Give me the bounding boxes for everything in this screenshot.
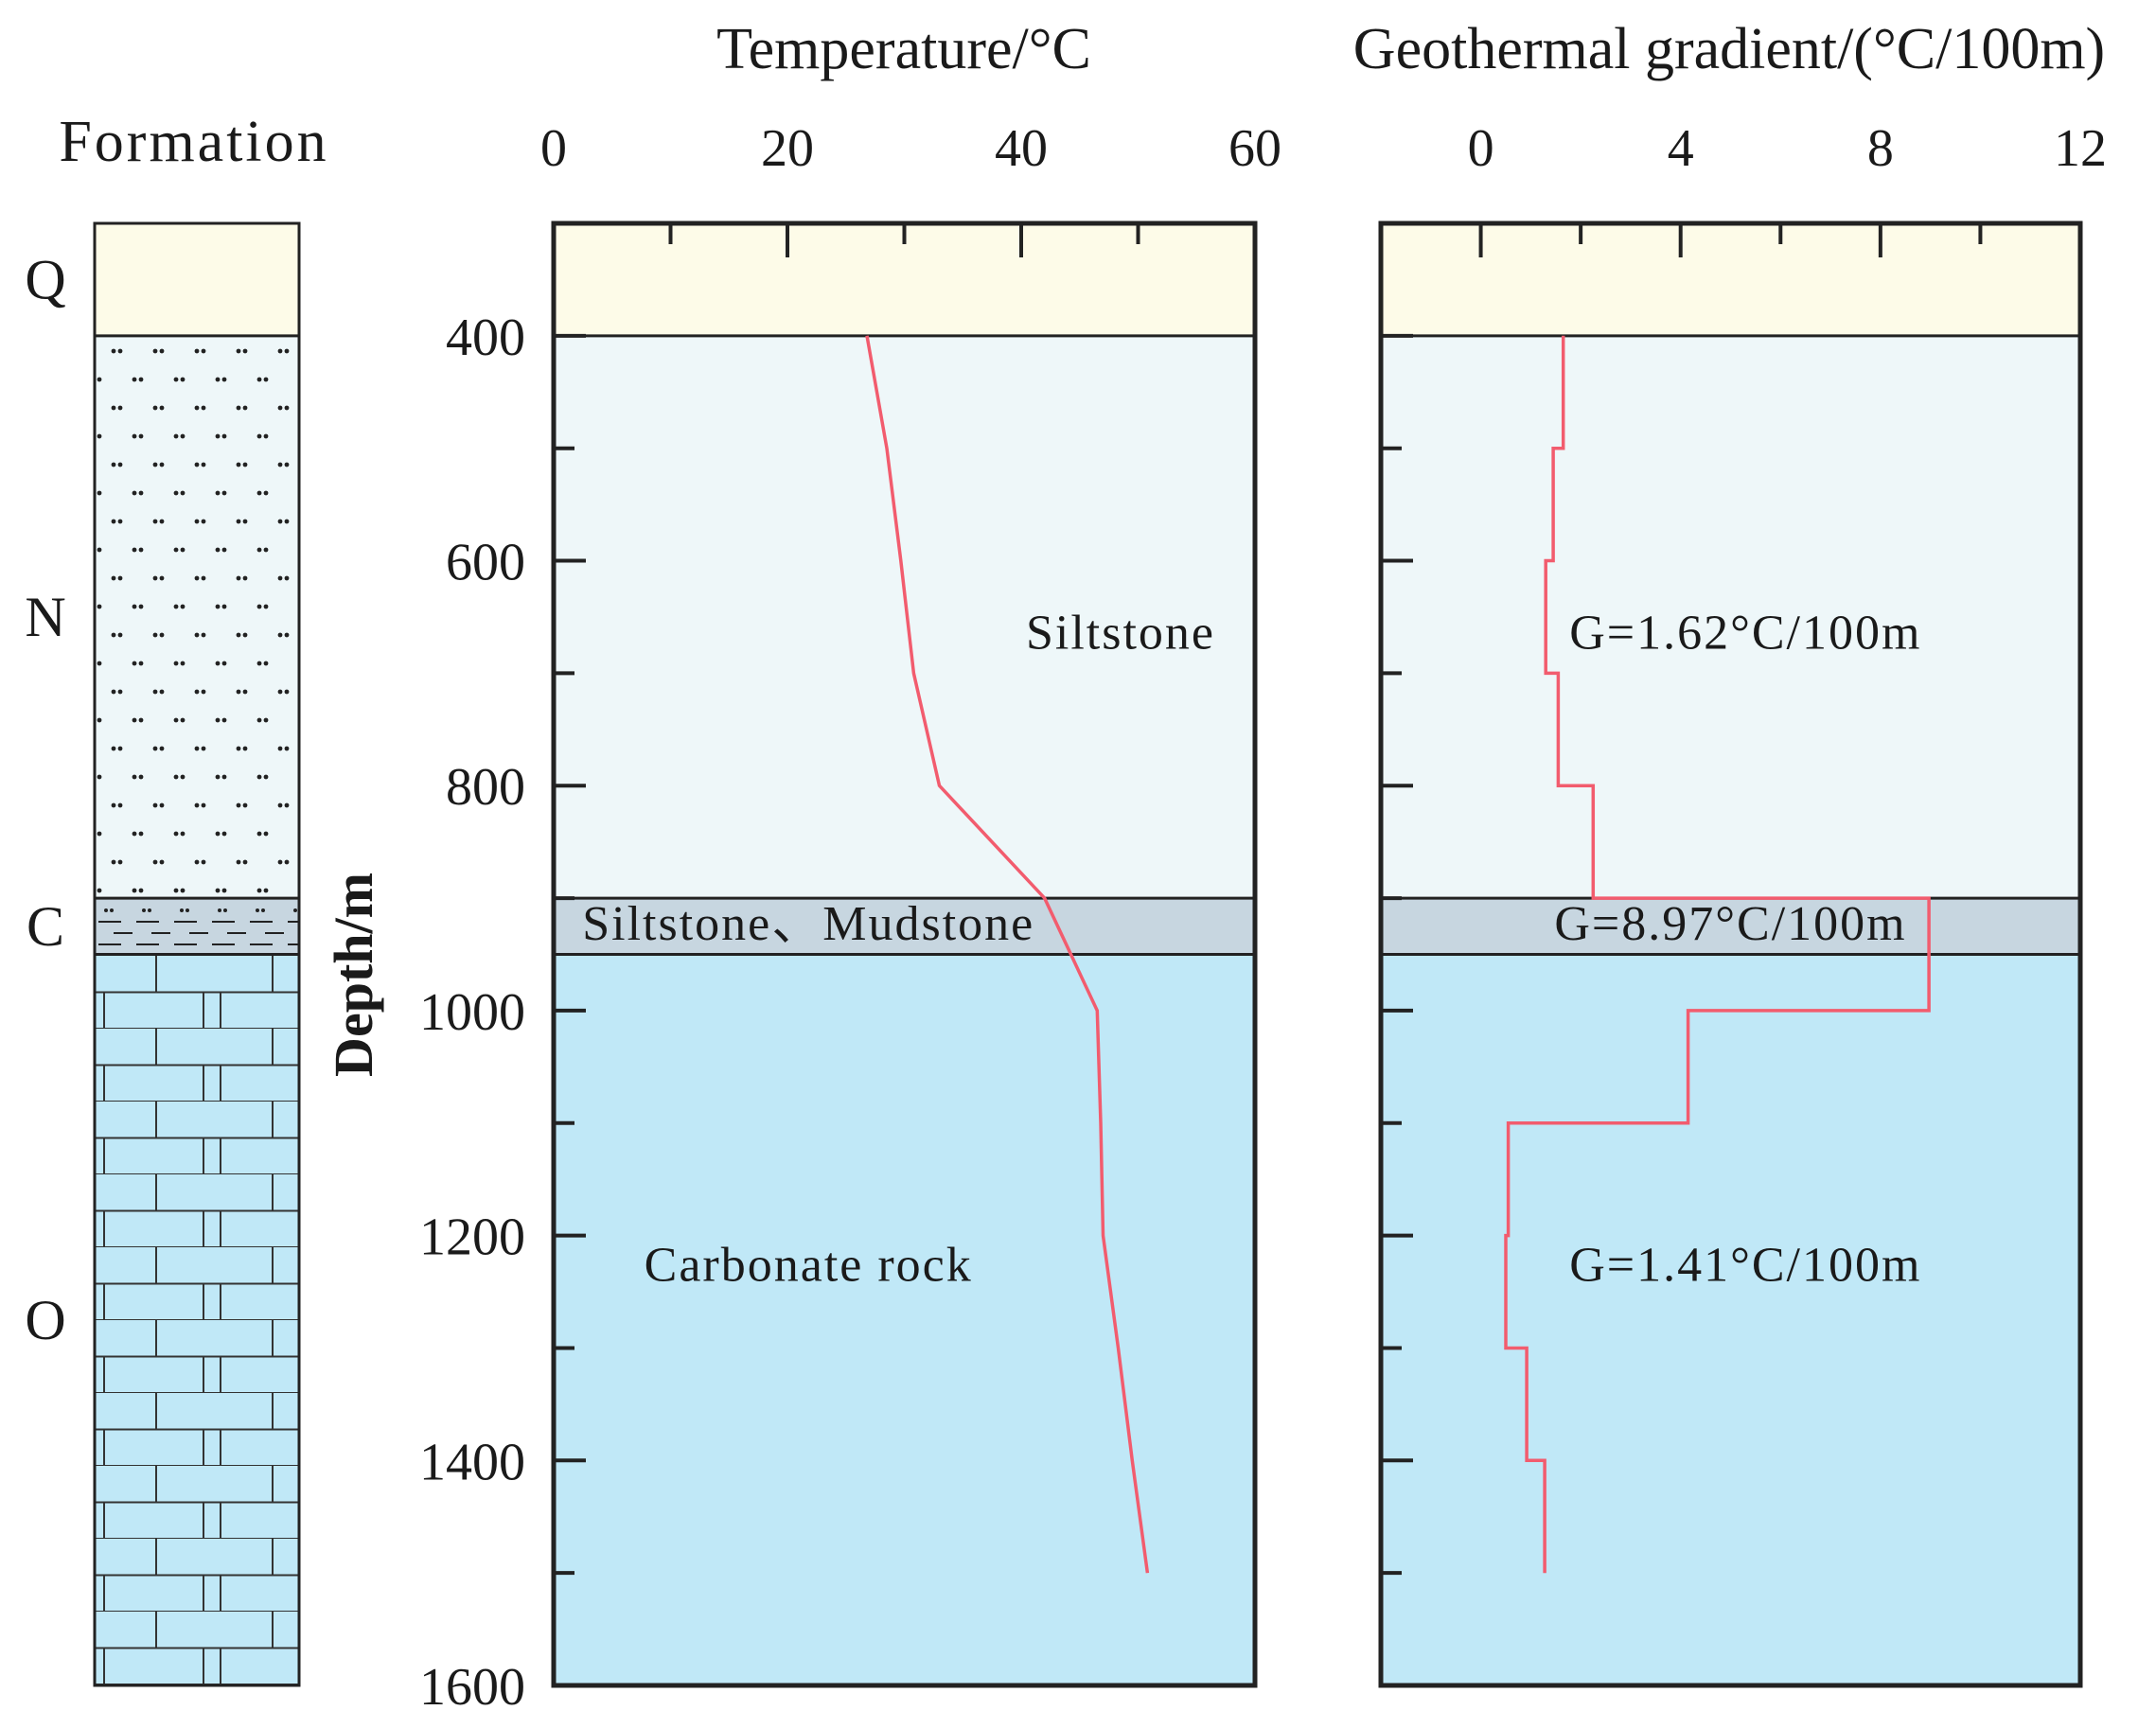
panel-band-o <box>554 954 1255 1685</box>
panel-band-q <box>1381 223 2080 336</box>
panel-band-c <box>554 898 1255 955</box>
y-tick-label: 1400 <box>419 1433 525 1491</box>
temperature-axis-title: Temperature/°C <box>716 17 1091 81</box>
panel-band-n <box>1381 335 2080 899</box>
gradient-panel: Geothermal gradient/(°C/100m) 0 4 8 12 G=1.6… <box>1353 17 2107 1688</box>
gradient-line <box>1504 335 1931 1574</box>
depth-axis-title: Depth/m <box>323 873 384 1077</box>
panel-frame <box>1378 220 2083 1688</box>
panel-band-n <box>554 335 1255 899</box>
y-tick-label: 800 <box>446 758 525 817</box>
x-tick-label: 12 <box>2054 119 2107 178</box>
x-tick-label: 8 <box>1867 119 1894 178</box>
annotation-label: Siltstone <box>1026 606 1215 660</box>
formation-column: Formation Q N C O <box>25 110 328 1687</box>
x-tick-label: 60 <box>1228 119 1281 178</box>
formation-pattern-n <box>95 335 299 899</box>
formation-label-c: C <box>27 895 64 958</box>
panel-band-o <box>1381 954 2080 1685</box>
formation-label-o: O <box>25 1289 65 1351</box>
y-tick-label: 400 <box>446 309 525 367</box>
panel-band-c <box>1381 898 2080 955</box>
column-frame <box>93 221 301 1687</box>
formation-label-n: N <box>25 586 65 648</box>
x-tick-label: 0 <box>540 119 567 178</box>
x-tick-label: 0 <box>1468 119 1494 178</box>
column-title: Formation <box>59 110 328 174</box>
temperature-line <box>865 335 1150 1574</box>
y-tick-label: 1000 <box>419 983 525 1042</box>
panel-frame <box>551 220 1258 1688</box>
x-tick-label: 20 <box>761 119 814 178</box>
y-tick-label: 1600 <box>419 1658 525 1717</box>
formation-label-q: Q <box>25 248 65 310</box>
annotation-label: G=1.41°C/100m <box>1569 1238 1921 1292</box>
gradient-axis-title: Geothermal gradient/(°C/100m) <box>1353 17 2105 81</box>
y-tick-label: 600 <box>446 534 525 592</box>
annotation-label: Siltstone、Mudstone <box>582 897 1034 951</box>
y-tick-label: 1200 <box>419 1208 525 1267</box>
temperature-panel: Temperature/°C 0 20 40 60 400 600 800 1000 1200 1… <box>419 17 1281 1717</box>
formation-band-q <box>95 223 299 336</box>
annotation-label: G=8.97°C/100m <box>1554 897 1906 951</box>
formation-pattern-c <box>95 898 299 955</box>
annotation-label: Carbonate rock <box>645 1238 973 1292</box>
x-tick-label: 4 <box>1668 119 1694 178</box>
formation-pattern-o <box>95 954 299 1685</box>
annotation-label: G=1.62°C/100m <box>1569 606 1921 660</box>
x-tick-label: 40 <box>995 119 1048 178</box>
